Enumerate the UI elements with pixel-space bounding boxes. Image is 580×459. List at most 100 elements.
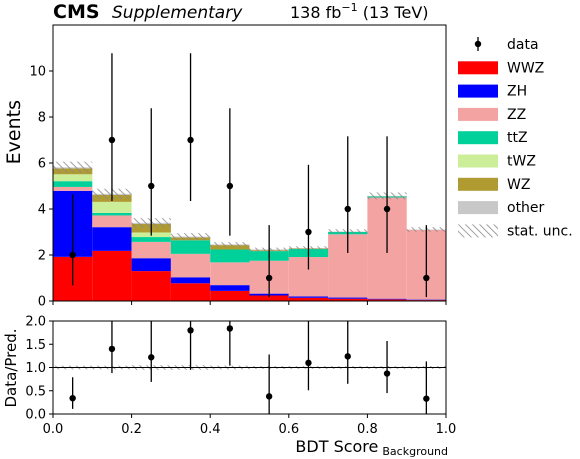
- legend-label-stat-unc: stat. unc.: [507, 223, 573, 239]
- luminosity-label: 138 fb−1 (13 TeV): [290, 1, 429, 22]
- legend-marker-data: [474, 40, 482, 48]
- bar-zh-bin-4: [210, 285, 250, 291]
- ratio-y-axis-label: Data/Pred.: [2, 328, 20, 407]
- bar-zz-bin-2: [131, 241, 171, 259]
- legend-label-other: other: [507, 200, 545, 216]
- ratio-panel: 0.0 0.5 1.0 1.5 2.0 0.0 0.2 0.4 0.6 0.8 1.0 Data/…: [2, 315, 456, 438]
- data-point-1: [108, 136, 116, 144]
- ratio-points: [69, 321, 430, 414]
- bar-ttz-bin-3: [170, 240, 211, 254]
- stat-unc-band-bin-0: [53, 161, 93, 174]
- bar-zh-bin-8: [367, 298, 407, 300]
- x-axis-label-subscript: Background: [382, 445, 448, 458]
- bar-wwz-bin-3: [170, 283, 211, 301]
- x-tick-label-0: 0.0: [43, 422, 64, 437]
- x-tick-label-5: 1.0: [436, 422, 457, 437]
- top-y-tick-label-0: 0: [38, 295, 46, 310]
- legend-swatch-zz: [458, 107, 498, 121]
- legend-label-wz: WZ: [507, 177, 530, 193]
- stat-unc-band-bin-3: [170, 233, 211, 241]
- legend-swatch-wwz: [458, 61, 498, 75]
- ratio-y-tick-label-4: 2.0: [25, 315, 46, 330]
- x-axis-label-main: BDT Score: [295, 437, 378, 456]
- bar-ttz-bin-0: [53, 181, 93, 187]
- ratio-point-8: [383, 370, 391, 377]
- bar-zz-bin-3: [170, 253, 211, 278]
- ratio-y-ticks: 0.0 0.5 1.0 1.5 2.0: [25, 315, 53, 423]
- ratio-y-tick-label-1: 0.5: [25, 384, 46, 399]
- x-axis-ticks: 0.0 0.2 0.4 0.6 0.8 1.0: [43, 414, 457, 437]
- bar-ttz-bin-1: [92, 212, 132, 216]
- bar-twz-bin-0: [53, 174, 93, 182]
- data-point-5: [265, 274, 273, 282]
- data-point-3: [187, 136, 194, 144]
- bar-wwz-bin-8: [367, 299, 407, 301]
- energy-label: (13 TeV): [358, 3, 429, 22]
- bar-zh-bin-6: [288, 296, 329, 298]
- ratio-point-5: [265, 393, 273, 400]
- x-tick-label-3: 0.6: [278, 422, 299, 437]
- top-y-tick-label-8: 8: [38, 111, 46, 126]
- legend-swatch-wz: [458, 177, 498, 191]
- legend-swatch-ttz: [458, 131, 498, 145]
- legend-label-ttz: ttZ: [507, 130, 528, 146]
- legend-label-zh: ZH: [507, 84, 527, 100]
- ratio-point-3: [187, 327, 194, 334]
- top-y-ticks: 0 2 4 6 8 10: [29, 65, 53, 310]
- legend: data WWZ ZH ZZ ttZ tWZ WZ other stat. unc.: [458, 37, 573, 239]
- data-points: [69, 53, 430, 298]
- experiment-label: CMS: [53, 1, 100, 23]
- figure-header: CMS Supplementary 138 fb−1 (13 TeV): [53, 1, 429, 23]
- data-point-2: [148, 182, 155, 190]
- bar-wwz-bin-7: [328, 298, 368, 301]
- top-x-ticks: [52, 301, 447, 305]
- bar-zz-bin-1: [92, 215, 132, 228]
- legend-label-wwz: WWZ: [507, 60, 544, 76]
- top-y-tick-label-6: 6: [38, 157, 46, 172]
- ratio-point-2: [148, 354, 155, 361]
- data-point-6: [305, 228, 312, 236]
- x-tick-label-4: 0.8: [357, 422, 378, 437]
- legend-swatch-stat-unc: [458, 224, 498, 238]
- bar-zh-bin-1: [92, 227, 132, 251]
- ratio-point-9: [423, 395, 430, 402]
- ratio-point-6: [305, 359, 312, 367]
- ratio-point-7: [344, 353, 351, 360]
- lumi-exponent: −1: [341, 1, 357, 14]
- stat-unc-band-bin-4: [210, 242, 250, 247]
- data-point-8: [383, 205, 391, 213]
- lumi-value: 138 fb: [290, 3, 341, 22]
- top-y-axis-label: Events: [3, 100, 25, 164]
- data-point-0: [69, 251, 76, 259]
- bar-wwz-bin-1: [92, 250, 132, 301]
- ratio-point-1: [108, 345, 116, 353]
- legend-label-data: data: [507, 37, 539, 53]
- bar-ttz-bin-2: [131, 237, 171, 242]
- top-y-tick-label-4: 4: [38, 203, 46, 218]
- x-tick-label-1: 0.2: [121, 422, 142, 437]
- bar-zz-bin-0: [53, 186, 93, 191]
- bar-wz-bin-4: [210, 245, 250, 250]
- ratio-y-tick-label-0: 0.0: [25, 408, 46, 423]
- ratio-y-tick-label-2: 1.0: [25, 361, 46, 376]
- bar-twz-bin-1: [92, 201, 132, 213]
- top-panel: 0 2 4 6 8 10 Events: [3, 24, 447, 310]
- legend-swatch-other: [458, 201, 498, 215]
- data-point-4: [226, 182, 234, 190]
- bar-wwz-bin-2: [131, 271, 171, 301]
- ratio-point-0: [69, 394, 76, 402]
- bar-wwz-bin-6: [288, 297, 329, 301]
- bar-wwz-bin-4: [210, 290, 250, 301]
- bar-wwz-bin-5: [249, 295, 289, 301]
- supplementary-label: Supplementary: [112, 3, 243, 23]
- bar-zz-bin-4: [210, 262, 250, 286]
- legend-label-twz: tWZ: [507, 154, 536, 170]
- bar-zh-bin-3: [170, 277, 211, 284]
- data-point-9: [423, 274, 430, 282]
- ratio-plot-frame: [52, 320, 447, 415]
- top-plot-frame: [52, 24, 447, 302]
- legend-swatch-twz: [458, 154, 498, 168]
- bar-zh-bin-7: [328, 297, 368, 299]
- x-axis-label: BDT Score Background: [295, 437, 448, 458]
- top-y-tick-label-10: 10: [29, 65, 46, 80]
